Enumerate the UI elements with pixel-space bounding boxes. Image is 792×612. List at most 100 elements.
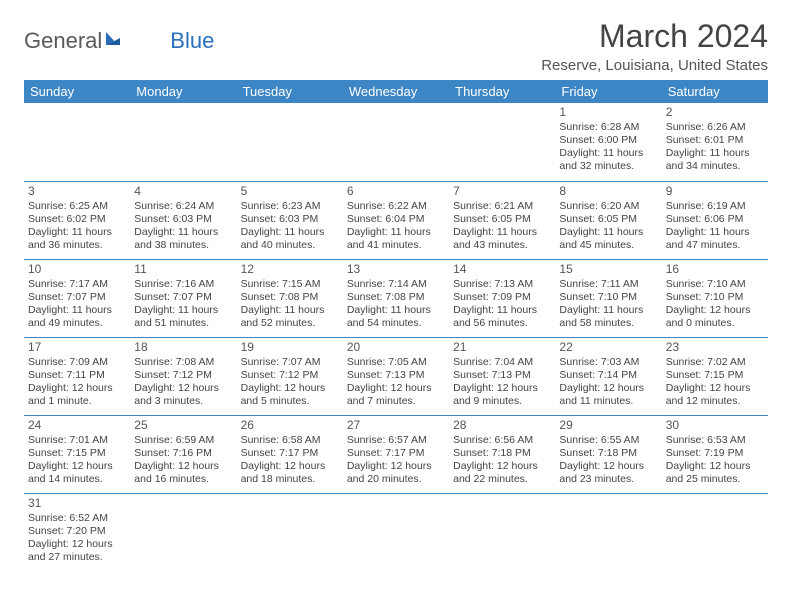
calendar-cell — [555, 493, 661, 571]
calendar-cell: 27Sunrise: 6:57 AM Sunset: 7:17 PM Dayli… — [343, 415, 449, 493]
day-number: 31 — [28, 496, 126, 511]
day-info: Sunrise: 6:25 AM Sunset: 6:02 PM Dayligh… — [28, 200, 126, 253]
day-info: Sunrise: 6:28 AM Sunset: 6:00 PM Dayligh… — [559, 121, 657, 174]
weekday-header: Saturday — [662, 80, 768, 103]
calendar-cell — [343, 493, 449, 571]
calendar-cell: 9Sunrise: 6:19 AM Sunset: 6:06 PM Daylig… — [662, 181, 768, 259]
weekday-header: Monday — [130, 80, 236, 103]
calendar-cell: 28Sunrise: 6:56 AM Sunset: 7:18 PM Dayli… — [449, 415, 555, 493]
day-info: Sunrise: 6:23 AM Sunset: 6:03 PM Dayligh… — [241, 200, 339, 253]
day-number: 25 — [134, 418, 232, 433]
calendar-cell — [343, 103, 449, 181]
sail-icon — [104, 30, 124, 48]
location-text: Reserve, Louisiana, United States — [541, 57, 768, 74]
calendar-cell: 4Sunrise: 6:24 AM Sunset: 6:03 PM Daylig… — [130, 181, 236, 259]
day-info: Sunrise: 7:15 AM Sunset: 7:08 PM Dayligh… — [241, 278, 339, 331]
day-number: 8 — [559, 184, 657, 199]
day-info: Sunrise: 7:04 AM Sunset: 7:13 PM Dayligh… — [453, 356, 551, 409]
weekday-header: Wednesday — [343, 80, 449, 103]
calendar-cell: 14Sunrise: 7:13 AM Sunset: 7:09 PM Dayli… — [449, 259, 555, 337]
day-number: 10 — [28, 262, 126, 277]
day-info: Sunrise: 6:19 AM Sunset: 6:06 PM Dayligh… — [666, 200, 764, 253]
day-info: Sunrise: 7:17 AM Sunset: 7:07 PM Dayligh… — [28, 278, 126, 331]
day-info: Sunrise: 7:13 AM Sunset: 7:09 PM Dayligh… — [453, 278, 551, 331]
header: General Blue March 2024 Reserve, Louisia… — [24, 18, 768, 74]
day-info: Sunrise: 7:01 AM Sunset: 7:15 PM Dayligh… — [28, 434, 126, 487]
day-number: 28 — [453, 418, 551, 433]
calendar-cell: 23Sunrise: 7:02 AM Sunset: 7:15 PM Dayli… — [662, 337, 768, 415]
day-number: 6 — [347, 184, 445, 199]
weekday-header: Tuesday — [237, 80, 343, 103]
day-info: Sunrise: 6:59 AM Sunset: 7:16 PM Dayligh… — [134, 434, 232, 487]
day-info: Sunrise: 7:16 AM Sunset: 7:07 PM Dayligh… — [134, 278, 232, 331]
day-info: Sunrise: 7:10 AM Sunset: 7:10 PM Dayligh… — [666, 278, 764, 331]
calendar-cell: 20Sunrise: 7:05 AM Sunset: 7:13 PM Dayli… — [343, 337, 449, 415]
calendar-cell: 8Sunrise: 6:20 AM Sunset: 6:05 PM Daylig… — [555, 181, 661, 259]
day-number: 20 — [347, 340, 445, 355]
day-info: Sunrise: 7:08 AM Sunset: 7:12 PM Dayligh… — [134, 356, 232, 409]
calendar-row: 10Sunrise: 7:17 AM Sunset: 7:07 PM Dayli… — [24, 259, 768, 337]
weekday-header: Sunday — [24, 80, 130, 103]
day-info: Sunrise: 6:58 AM Sunset: 7:17 PM Dayligh… — [241, 434, 339, 487]
weekday-header: Friday — [555, 80, 661, 103]
logo: General Blue — [24, 18, 214, 54]
calendar-cell — [237, 493, 343, 571]
calendar-cell: 6Sunrise: 6:22 AM Sunset: 6:04 PM Daylig… — [343, 181, 449, 259]
day-number: 19 — [241, 340, 339, 355]
day-number: 23 — [666, 340, 764, 355]
day-info: Sunrise: 6:52 AM Sunset: 7:20 PM Dayligh… — [28, 512, 126, 565]
day-number: 18 — [134, 340, 232, 355]
day-number: 7 — [453, 184, 551, 199]
calendar-cell: 30Sunrise: 6:53 AM Sunset: 7:19 PM Dayli… — [662, 415, 768, 493]
calendar-cell — [24, 103, 130, 181]
calendar-cell: 2Sunrise: 6:26 AM Sunset: 6:01 PM Daylig… — [662, 103, 768, 181]
calendar-cell — [130, 493, 236, 571]
calendar-row: 17Sunrise: 7:09 AM Sunset: 7:11 PM Dayli… — [24, 337, 768, 415]
calendar-cell — [237, 103, 343, 181]
calendar-table: Sunday Monday Tuesday Wednesday Thursday… — [24, 80, 768, 571]
calendar-cell: 31Sunrise: 6:52 AM Sunset: 7:20 PM Dayli… — [24, 493, 130, 571]
day-info: Sunrise: 6:21 AM Sunset: 6:05 PM Dayligh… — [453, 200, 551, 253]
calendar-cell: 26Sunrise: 6:58 AM Sunset: 7:17 PM Dayli… — [237, 415, 343, 493]
calendar-cell: 13Sunrise: 7:14 AM Sunset: 7:08 PM Dayli… — [343, 259, 449, 337]
day-number: 4 — [134, 184, 232, 199]
calendar-cell: 19Sunrise: 7:07 AM Sunset: 7:12 PM Dayli… — [237, 337, 343, 415]
day-number: 29 — [559, 418, 657, 433]
day-number: 12 — [241, 262, 339, 277]
calendar-cell: 11Sunrise: 7:16 AM Sunset: 7:07 PM Dayli… — [130, 259, 236, 337]
title-block: March 2024 Reserve, Louisiana, United St… — [541, 18, 768, 74]
day-info: Sunrise: 6:26 AM Sunset: 6:01 PM Dayligh… — [666, 121, 764, 174]
day-info: Sunrise: 7:11 AM Sunset: 7:10 PM Dayligh… — [559, 278, 657, 331]
calendar-row: 24Sunrise: 7:01 AM Sunset: 7:15 PM Dayli… — [24, 415, 768, 493]
day-info: Sunrise: 7:07 AM Sunset: 7:12 PM Dayligh… — [241, 356, 339, 409]
day-number: 9 — [666, 184, 764, 199]
calendar-cell: 1Sunrise: 6:28 AM Sunset: 6:00 PM Daylig… — [555, 103, 661, 181]
calendar-cell: 25Sunrise: 6:59 AM Sunset: 7:16 PM Dayli… — [130, 415, 236, 493]
day-info: Sunrise: 6:20 AM Sunset: 6:05 PM Dayligh… — [559, 200, 657, 253]
calendar-cell: 3Sunrise: 6:25 AM Sunset: 6:02 PM Daylig… — [24, 181, 130, 259]
day-info: Sunrise: 6:22 AM Sunset: 6:04 PM Dayligh… — [347, 200, 445, 253]
day-number: 22 — [559, 340, 657, 355]
day-number: 3 — [28, 184, 126, 199]
day-info: Sunrise: 6:57 AM Sunset: 7:17 PM Dayligh… — [347, 434, 445, 487]
calendar-cell: 18Sunrise: 7:08 AM Sunset: 7:12 PM Dayli… — [130, 337, 236, 415]
day-number: 26 — [241, 418, 339, 433]
day-number: 1 — [559, 105, 657, 120]
day-info: Sunrise: 6:56 AM Sunset: 7:18 PM Dayligh… — [453, 434, 551, 487]
day-info: Sunrise: 6:53 AM Sunset: 7:19 PM Dayligh… — [666, 434, 764, 487]
calendar-cell: 21Sunrise: 7:04 AM Sunset: 7:13 PM Dayli… — [449, 337, 555, 415]
day-number: 16 — [666, 262, 764, 277]
day-info: Sunrise: 7:14 AM Sunset: 7:08 PM Dayligh… — [347, 278, 445, 331]
calendar-cell — [662, 493, 768, 571]
day-info: Sunrise: 7:03 AM Sunset: 7:14 PM Dayligh… — [559, 356, 657, 409]
day-info: Sunrise: 7:09 AM Sunset: 7:11 PM Dayligh… — [28, 356, 126, 409]
day-number: 11 — [134, 262, 232, 277]
day-info: Sunrise: 6:24 AM Sunset: 6:03 PM Dayligh… — [134, 200, 232, 253]
day-info: Sunrise: 7:05 AM Sunset: 7:13 PM Dayligh… — [347, 356, 445, 409]
weekday-header-row: Sunday Monday Tuesday Wednesday Thursday… — [24, 80, 768, 103]
calendar-cell — [449, 103, 555, 181]
calendar-cell: 15Sunrise: 7:11 AM Sunset: 7:10 PM Dayli… — [555, 259, 661, 337]
day-number: 30 — [666, 418, 764, 433]
page-title: March 2024 — [541, 18, 768, 55]
calendar-cell: 5Sunrise: 6:23 AM Sunset: 6:03 PM Daylig… — [237, 181, 343, 259]
